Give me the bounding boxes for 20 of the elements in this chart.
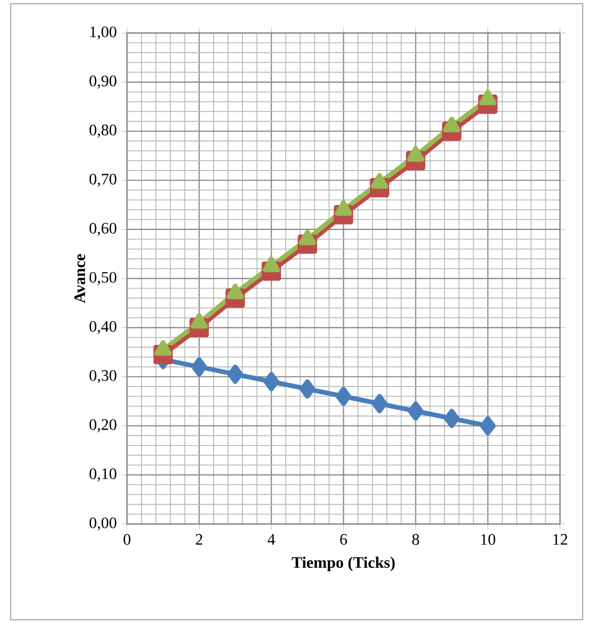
y-tick-label: 0,10 (90, 468, 116, 482)
x-tick-label: 0 (124, 534, 130, 545)
x-tick-label: 12 (553, 534, 568, 545)
y-tick-label: 0,30 (90, 370, 116, 384)
y-tick-label: 0,90 (90, 76, 116, 89)
x-tick-label: 8 (412, 534, 420, 545)
y-tick-label: 0,50 (90, 272, 116, 286)
x-tick-label: 6 (340, 534, 348, 545)
y-tick-label: 0,00 (90, 517, 116, 531)
y-tick-label: 1,00 (90, 26, 116, 40)
x-tick-label: 10 (481, 534, 496, 545)
y-tick-label: 0,80 (90, 124, 116, 138)
x-axis-title: Tiempo (Ticks) (292, 556, 395, 572)
y-tick-label: 0,40 (90, 321, 116, 334)
y-tick-label: 0,20 (90, 419, 116, 432)
y-tick-label: 0,70 (90, 174, 116, 187)
x-tick-label: 2 (196, 534, 202, 545)
y-tick-label: 0,60 (90, 222, 116, 236)
y-axis-title: Avance (74, 254, 86, 304)
x-tick-label: 4 (268, 534, 276, 545)
